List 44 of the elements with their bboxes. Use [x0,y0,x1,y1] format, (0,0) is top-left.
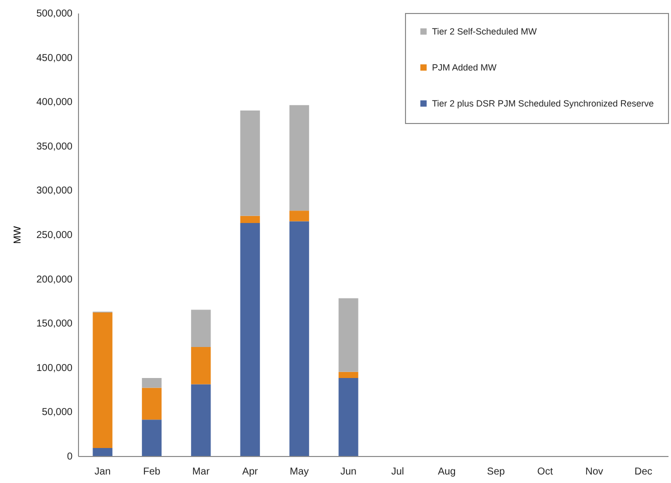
bar [338,372,358,378]
y-tick-label: 50,000 [42,407,73,418]
x-tick-label: Mar [192,466,210,478]
bar [142,378,162,388]
bar [240,216,260,223]
legend-label: Tier 2 plus DSR PJM Scheduled Synchronized Reserve [432,98,654,108]
x-tick-label: Feb [143,466,161,478]
x-tick-label: Sep [487,466,506,478]
x-tick-label: Aug [438,466,456,478]
bar [92,448,112,456]
legend-label: Tier 2 Self-Scheduled MW [432,26,538,36]
bar [338,378,358,456]
legend-label: PJM Added MW [432,62,498,72]
x-tick-label: Jun [340,466,356,478]
bar [240,110,260,216]
bar [142,420,162,456]
y-tick-label: 0 [66,452,73,462]
bar [191,310,211,348]
y-tick-label: 500,000 [36,8,73,20]
bar [289,105,310,211]
bar [289,221,310,456]
y-tick-label: 100,000 [36,362,73,374]
bar [92,312,112,448]
bar [191,347,211,384]
y-tick-label: 450,000 [36,52,73,64]
x-tick-label: Dec [634,466,652,478]
bar [338,298,358,372]
x-tick-label: Nov [585,466,604,478]
bar [142,388,162,420]
y-axis-title: MW [12,226,24,244]
y-tick-label: 200,000 [36,274,73,286]
bar [289,210,310,222]
bar [240,222,260,456]
x-tick-label: May [290,466,309,478]
y-tick-label: 250,000 [36,230,73,241]
y-tick-label: 350,000 [36,141,73,152]
bar [191,384,211,456]
y-tick-label: 400,000 [36,97,73,108]
x-tick-label: Jul [391,466,404,478]
x-tick-label: Apr [242,466,259,478]
y-tick-label: 150,000 [36,318,73,330]
x-tick-label: Oct [537,466,554,478]
y-tick-label: 300,000 [36,186,73,197]
x-tick-label: Jan [94,466,111,478]
